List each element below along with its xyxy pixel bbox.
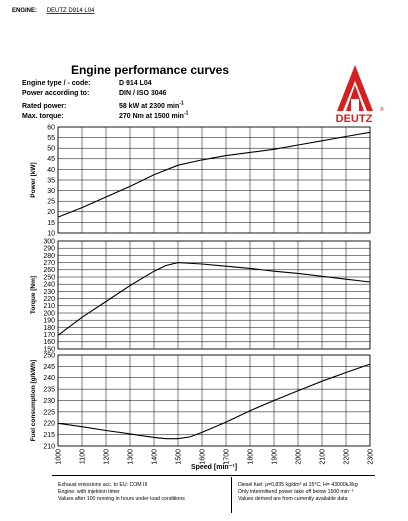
footer-note: Diesel fuel: ρ=0,835 kg/dm³ at 15°C, H= …: [238, 482, 358, 488]
engine-header-label: ENGINE:: [12, 8, 38, 14]
y-tick-label: 300: [43, 238, 55, 245]
spec-row-rated-power: Rated power: 58 kW at 2300 min-1: [22, 99, 188, 111]
plot-frame: [57, 126, 371, 234]
y-tick-label: 235: [43, 387, 55, 394]
footer-note: Values after 100 running in hours under …: [58, 496, 185, 503]
y-tick-label: 10: [47, 230, 55, 237]
y-tick-label: 245: [43, 364, 55, 371]
footer-notes-right: Diesel fuel: ρ=0,835 kg/dm³ at 15°C, H= …: [238, 482, 358, 504]
x-tick-label: 1600: [200, 449, 207, 465]
spec-row-engine-type: Engine type / - code: D 914 L04: [22, 79, 188, 89]
y-tick-label: 270: [43, 260, 55, 267]
engine-header: ENGINE: DEUTZ D914 L04: [12, 8, 94, 14]
spec-label: Engine type / - code:: [22, 80, 91, 87]
y-tick-label: 210: [43, 443, 55, 450]
x-tick-label: 2100: [320, 449, 327, 465]
y-tick-label: 200: [43, 310, 55, 317]
y-tick-label: 215: [43, 432, 55, 439]
plot-frame: [57, 354, 371, 447]
y-axis-label: Torque [Nm]: [30, 276, 37, 314]
spec-label: Max. torque:: [22, 113, 64, 121]
footer-notes-left: Exhaust emissions acc. to EU: COM III En…: [58, 482, 185, 504]
y-tick-label: 180: [43, 325, 55, 332]
y-tick-label: 230: [43, 289, 55, 296]
x-tick-label: 2000: [296, 449, 303, 465]
y-tick-label: 45: [47, 156, 55, 163]
spec-unit-exponent: -1: [179, 101, 184, 107]
y-tick-label: 220: [43, 421, 55, 428]
footer-divider: [52, 475, 375, 476]
x-tick-label: 1300: [128, 449, 135, 465]
engine-header-value: DEUTZ D914 L04: [46, 8, 95, 14]
y-tick-label: 240: [43, 282, 55, 289]
y-tick-label: 225: [43, 409, 55, 416]
footer-note: Engine: with injektion timer: [58, 489, 120, 496]
y-tick-label: 35: [47, 177, 55, 184]
y-axis-label: Fuel consumption [g/kWh]: [30, 360, 37, 442]
spec-label: Rated power:: [22, 103, 67, 111]
plot-frame: [57, 240, 371, 350]
x-tick-label: 2200: [344, 449, 351, 465]
y-tick-label: 230: [43, 398, 55, 405]
spec-value: D 914 L04: [118, 80, 152, 87]
y-tick-label: 50: [47, 146, 55, 153]
x-tick-label: 1200: [104, 449, 111, 465]
x-tick-label: 1500: [176, 449, 183, 465]
y-tick-label: 20: [47, 209, 55, 216]
deutz-logo-text: DEUTZ: [336, 113, 373, 125]
footer-separator: [231, 477, 232, 513]
y-tick-label: 150: [43, 346, 55, 353]
x-tick-label: 1100: [80, 449, 87, 464]
y-tick-label: 250: [43, 274, 55, 281]
spec-value: 270 Nm at 1500 min: [118, 113, 184, 121]
x-tick-label: 1900: [272, 449, 279, 465]
y-axis-label: Power [kW]: [30, 162, 37, 197]
y-tick-label: 25: [47, 199, 55, 206]
y-tick-label: 280: [43, 253, 55, 260]
series-line: [57, 262, 371, 336]
footer-note: Values derived are from currently availa…: [238, 496, 348, 503]
y-tick-label: 15: [47, 220, 55, 227]
y-tick-label: 260: [43, 267, 55, 274]
svg-text:®: ®: [380, 106, 384, 113]
spec-row-power-standard: Power according to: DIN / ISO 3046: [22, 89, 188, 99]
y-tick-label: 240: [43, 375, 55, 382]
x-tick-label: 2300: [368, 449, 375, 465]
y-tick-label: 60: [47, 124, 55, 131]
footer-note: Exhaust emissions acc. to EU: COM III: [58, 482, 148, 488]
y-tick-label: 290: [43, 246, 55, 253]
series-line: [57, 363, 371, 440]
y-tick-label: 190: [43, 318, 55, 325]
x-tick-label: 1700: [224, 449, 231, 465]
x-tick-label: 1000: [56, 449, 63, 465]
y-tick-label: 160: [43, 339, 55, 346]
chart-title: Engine performance curves: [70, 63, 230, 77]
y-tick-label: 250: [43, 352, 55, 359]
y-tick-label: 55: [47, 135, 55, 142]
x-tick-label: 1400: [152, 449, 159, 465]
spec-value: DIN / ISO 3046: [118, 90, 167, 97]
y-tick-label: 170: [43, 332, 55, 339]
deutz-logo-mark: [337, 65, 373, 111]
x-axis-label: Speed [min⁻¹]: [191, 464, 237, 471]
y-tick-label: 220: [43, 296, 55, 303]
spec-row-max-torque: Max. torque: 270 Nm at 1500 min-1: [22, 109, 189, 121]
series-line: [57, 131, 371, 218]
spec-table: Engine type / - code: D 914 L04 Power ac…: [22, 79, 189, 121]
footer-note: Only intermittend power take off below 1…: [238, 489, 354, 496]
y-tick-label: 40: [47, 167, 55, 174]
spec-value: 58 kW at 2300 min: [118, 103, 180, 111]
deutz-logo: DEUTZ ®: [336, 65, 384, 125]
y-tick-label: 210: [43, 303, 55, 310]
x-tick-label: 1800: [248, 449, 255, 465]
y-tick-label: 30: [47, 188, 55, 195]
spec-label: Power according to:: [22, 90, 90, 97]
spec-unit-exponent: -1: [183, 111, 189, 117]
